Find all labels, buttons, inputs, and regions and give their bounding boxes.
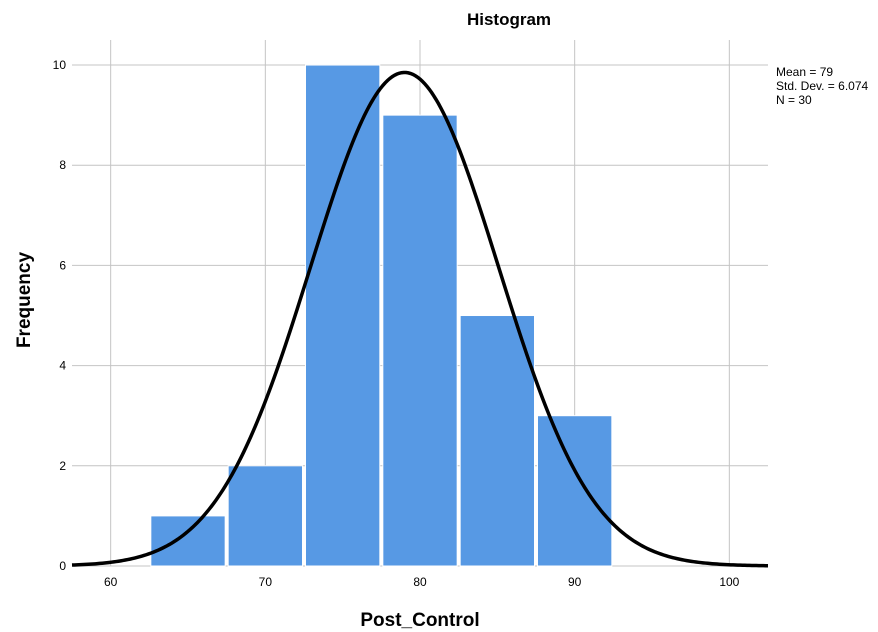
x-tick-label: 60	[104, 575, 118, 589]
stats-n: N = 30	[776, 93, 812, 107]
stats-std-dev: Std. Dev. = 6.074	[776, 79, 868, 93]
x-tick-label: 70	[259, 575, 273, 589]
chart-title: Histogram	[467, 10, 551, 29]
y-tick-label: 6	[59, 258, 66, 272]
axis-ticks: 60 70 80 90 100 0 2 4 6 8 10	[53, 58, 740, 589]
x-axis-title: Post_Control	[360, 610, 479, 631]
histogram-bar	[459, 315, 535, 567]
histogram-bar	[227, 465, 304, 567]
histogram-bar	[537, 415, 613, 567]
histogram-bar	[382, 114, 458, 567]
stats-box: Mean = 79 Std. Dev. = 6.074 N = 30	[776, 65, 868, 107]
y-tick-label: 2	[59, 459, 66, 473]
y-tick-label: 4	[59, 359, 66, 373]
y-tick-label: 10	[53, 58, 67, 72]
x-tick-label: 90	[568, 575, 582, 589]
histogram-bars	[150, 64, 613, 567]
y-axis-title: Frequency	[14, 252, 35, 349]
stats-mean: Mean = 79	[776, 65, 833, 79]
histogram-bar	[150, 515, 226, 567]
x-tick-label: 100	[719, 575, 739, 589]
normal-curve	[71, 70, 769, 568]
y-tick-label: 8	[59, 158, 66, 172]
histogram-bar	[305, 64, 381, 567]
y-tick-label: 0	[59, 559, 66, 573]
x-tick-label: 80	[413, 575, 427, 589]
